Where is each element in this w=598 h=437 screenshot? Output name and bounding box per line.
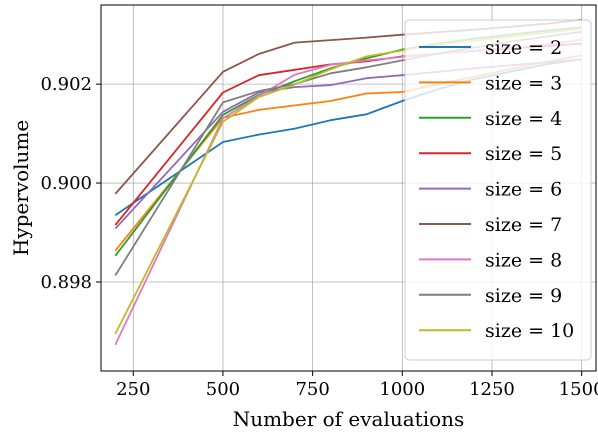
legend-label: size = 2 <box>485 37 562 59</box>
legend-box <box>404 19 592 361</box>
x-tick-label: 250 <box>116 379 150 400</box>
legend-label: size = 8 <box>485 249 562 271</box>
legend-label: size = 4 <box>485 108 562 130</box>
legend-label: size = 10 <box>485 320 574 342</box>
legend-label: size = 5 <box>485 143 562 165</box>
x-tick-label: 750 <box>295 379 329 400</box>
x-tick-label: 1250 <box>469 379 515 400</box>
legend-label: size = 9 <box>485 285 562 307</box>
plot-frame <box>100 4 597 372</box>
legend-label: size = 3 <box>485 72 562 94</box>
x-tick-label: 1000 <box>379 379 425 400</box>
x-tick-label: 500 <box>206 379 240 400</box>
legend-label: size = 7 <box>485 214 562 236</box>
y-tick-label: 0.902 <box>40 74 92 95</box>
x-axis-label: Number of evaluations <box>233 407 465 431</box>
legend: size = 2 size = 3 size = 4 size = 5 size = 6… <box>404 19 592 361</box>
legend-label: size = 6 <box>485 179 562 201</box>
y-tick-label: 0.898 <box>40 272 92 293</box>
y-tick-label: 0.900 <box>40 173 92 194</box>
y-axis-label: Hypervolume <box>9 120 33 256</box>
